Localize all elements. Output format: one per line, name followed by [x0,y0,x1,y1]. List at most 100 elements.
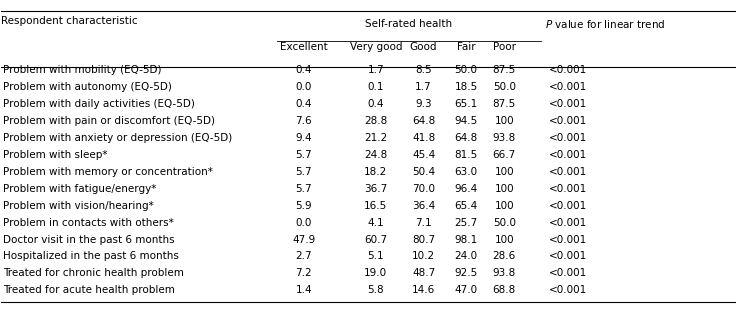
Text: 47.0: 47.0 [455,286,478,295]
Text: 1.4: 1.4 [296,286,312,295]
Text: <0.001: <0.001 [548,99,587,109]
Text: <0.001: <0.001 [548,201,587,211]
Text: Treated for acute health problem: Treated for acute health problem [3,286,175,295]
Text: 5.9: 5.9 [296,201,312,211]
Text: <0.001: <0.001 [548,251,587,262]
Text: 21.2: 21.2 [364,133,388,143]
Text: Problem with anxiety or depression (EQ-5D): Problem with anxiety or depression (EQ-5… [3,133,232,143]
Text: 94.5: 94.5 [455,116,478,126]
Text: 87.5: 87.5 [493,99,516,109]
Text: Problem with fatigue/energy*: Problem with fatigue/energy* [3,184,156,194]
Text: 5.8: 5.8 [368,286,384,295]
Text: <0.001: <0.001 [548,150,587,160]
Text: 7.6: 7.6 [296,116,312,126]
Text: 96.4: 96.4 [455,184,478,194]
Text: <0.001: <0.001 [548,133,587,143]
Text: 2.7: 2.7 [296,251,312,262]
Text: 9.4: 9.4 [296,133,312,143]
Text: Fair: Fair [457,42,475,52]
Text: Very good: Very good [349,42,402,52]
Text: 100: 100 [495,167,514,177]
Text: Problem with memory or concentration*: Problem with memory or concentration* [3,167,213,177]
Text: 0.0: 0.0 [296,82,312,92]
Text: 14.6: 14.6 [412,286,435,295]
Text: 1.7: 1.7 [368,65,384,75]
Text: 24.0: 24.0 [455,251,478,262]
Text: 48.7: 48.7 [412,268,435,278]
Text: <0.001: <0.001 [548,167,587,177]
Text: 7.2: 7.2 [296,268,312,278]
Text: Poor: Poor [493,42,516,52]
Text: 65.1: 65.1 [455,99,478,109]
Text: Problem with mobility (EQ-5D): Problem with mobility (EQ-5D) [3,65,161,75]
Text: 25.7: 25.7 [455,217,478,228]
Text: $\it{P}$ value for linear trend: $\it{P}$ value for linear trend [545,18,665,30]
Text: 9.3: 9.3 [415,99,432,109]
Text: 93.8: 93.8 [493,268,516,278]
Text: <0.001: <0.001 [548,286,587,295]
Text: 5.1: 5.1 [368,251,384,262]
Text: Good: Good [410,42,437,52]
Text: Problem in contacts with others*: Problem in contacts with others* [3,217,174,228]
Text: <0.001: <0.001 [548,82,587,92]
Text: 0.0: 0.0 [296,217,312,228]
Text: 8.5: 8.5 [415,65,432,75]
Text: 19.0: 19.0 [364,268,388,278]
Text: 63.0: 63.0 [455,167,478,177]
Text: 5.7: 5.7 [296,184,312,194]
Text: 4.1: 4.1 [368,217,384,228]
Text: Doctor visit in the past 6 months: Doctor visit in the past 6 months [3,235,175,244]
Text: 18.5: 18.5 [455,82,478,92]
Text: 0.1: 0.1 [368,82,384,92]
Text: 36.7: 36.7 [364,184,388,194]
Text: 50.4: 50.4 [412,167,435,177]
Text: 70.0: 70.0 [412,184,435,194]
Text: 7.1: 7.1 [415,217,432,228]
Text: 100: 100 [495,184,514,194]
Text: 87.5: 87.5 [493,65,516,75]
Text: 60.7: 60.7 [364,235,388,244]
Text: 41.8: 41.8 [412,133,435,143]
Text: 100: 100 [495,235,514,244]
Text: 0.4: 0.4 [368,99,384,109]
Text: Problem with daily activities (EQ-5D): Problem with daily activities (EQ-5D) [3,99,195,109]
Text: <0.001: <0.001 [548,235,587,244]
Text: 64.8: 64.8 [455,133,478,143]
Text: 81.5: 81.5 [455,150,478,160]
Text: Excellent: Excellent [280,42,328,52]
Text: 10.2: 10.2 [412,251,435,262]
Text: <0.001: <0.001 [548,184,587,194]
Text: Problem with pain or discomfort (EQ-5D): Problem with pain or discomfort (EQ-5D) [3,116,215,126]
Text: 92.5: 92.5 [455,268,478,278]
Text: Treated for chronic health problem: Treated for chronic health problem [3,268,184,278]
Text: 24.8: 24.8 [364,150,388,160]
Text: <0.001: <0.001 [548,65,587,75]
Text: Hospitalized in the past 6 months: Hospitalized in the past 6 months [3,251,179,262]
Text: 47.9: 47.9 [293,235,315,244]
Text: 68.8: 68.8 [493,286,516,295]
Text: 98.1: 98.1 [455,235,478,244]
Text: 5.7: 5.7 [296,150,312,160]
Text: 36.4: 36.4 [412,201,435,211]
Text: 100: 100 [495,116,514,126]
Text: 0.4: 0.4 [296,65,312,75]
Text: 45.4: 45.4 [412,150,435,160]
Text: 28.8: 28.8 [364,116,388,126]
Text: 18.2: 18.2 [364,167,388,177]
Text: Problem with autonomy (EQ-5D): Problem with autonomy (EQ-5D) [3,82,172,92]
Text: Problem with sleep*: Problem with sleep* [3,150,108,160]
Text: 50.0: 50.0 [493,217,516,228]
Text: 1.7: 1.7 [415,82,432,92]
Text: 93.8: 93.8 [493,133,516,143]
Text: 5.7: 5.7 [296,167,312,177]
Text: <0.001: <0.001 [548,116,587,126]
Text: 50.0: 50.0 [455,65,478,75]
Text: 80.7: 80.7 [412,235,435,244]
Text: <0.001: <0.001 [548,217,587,228]
Text: Problem with vision/hearing*: Problem with vision/hearing* [3,201,153,211]
Text: 100: 100 [495,201,514,211]
Text: 66.7: 66.7 [493,150,516,160]
Text: 0.4: 0.4 [296,99,312,109]
Text: Respondent characteristic: Respondent characteristic [1,16,138,26]
Text: 28.6: 28.6 [493,251,516,262]
